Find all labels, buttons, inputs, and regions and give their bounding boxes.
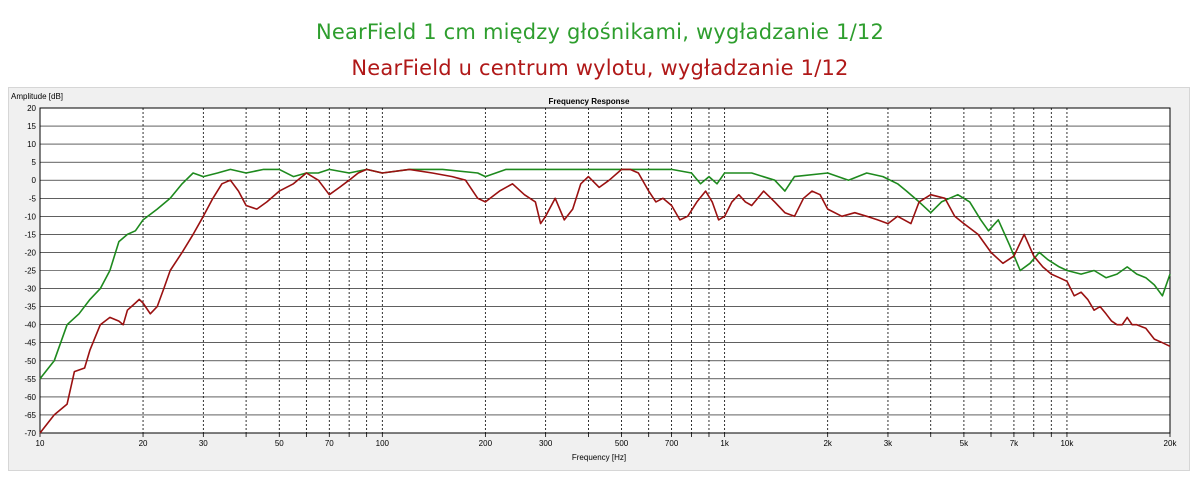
y-tick-label: -25 [24,267,36,276]
x-tick-label: 700 [665,439,679,448]
caption-red-series: NearField u centrum wylotu, wygładzanie … [351,56,849,80]
x-tick-label: 20k [1164,439,1178,448]
frequency-response-panel: 20 15 10 5 0 -5 -10 -15 -20 -25 -30 -35 -40 -45 -50 -55… [8,87,1190,471]
y-tick-label: 5 [32,158,37,167]
x-tick-labels: 10 20 30 50 70 100 200 300 500 700 1k 2k 3k 5k 7k 10k 20… [36,433,1178,448]
frequency-response-chart: 20151050-5-10-15-20-25-30-35-40-45-50-55… [11,92,1178,462]
y-tick-label: 20 [27,104,36,113]
x-tick-label: 50 [275,439,284,448]
series-layer [39,168,1171,434]
y-tick-label: -70 [24,429,36,438]
x-tick-label: 10 [36,439,45,448]
y-tick-label: -15 [24,230,36,239]
y-tick-labels: 20 15 10 5 0 -5 -10 -15 -20 -25 -30 -35 -40 -45 -50 -55… [24,104,36,438]
y-tick-label: 10 [27,140,36,149]
y-axis-label: Amplitude [dB] [11,92,63,101]
y-tick-label: -60 [24,393,36,402]
y-tick-label: -40 [24,321,36,330]
y-tick-label: -35 [24,303,36,312]
series-line-1 [39,168,1171,380]
x-tick-label: 70 [325,439,334,448]
x-tick-label: 200 [479,439,493,448]
y-tick-label: -20 [24,248,36,257]
series-line-2 [39,168,1171,434]
caption-green-series: NearField 1 cm między głośnikami, wygład… [315,20,885,44]
x-tick-label: 500 [615,439,629,448]
y-tick-label: -50 [24,357,36,366]
x-tick-label: 300 [539,439,553,448]
y-tick-label: -10 [24,212,36,221]
x-tick-label: 3k [884,439,893,448]
grid [40,108,1170,433]
x-tick-label: 30 [199,439,208,448]
x-tick-label: 1k [720,439,729,448]
x-tick-label: 7k [1010,439,1019,448]
y-tick-label: -5 [29,194,37,203]
chart-title: Frequency Response [549,97,630,106]
y-tick-label: -55 [24,375,36,384]
x-tick-label: 5k [960,439,969,448]
x-tick-label: 10k [1060,439,1074,448]
y-tick-label: 0 [32,176,37,185]
x-axis-label: Frequency [Hz] [572,453,626,462]
x-tick-label: 2k [823,439,832,448]
y-tick-label: -30 [24,285,36,294]
x-tick-label: 20 [139,439,148,448]
y-tick-label: -65 [24,411,36,420]
y-tick-label: -45 [24,339,36,348]
y-tick-label: 15 [27,122,36,131]
x-tick-label: 100 [376,439,390,448]
